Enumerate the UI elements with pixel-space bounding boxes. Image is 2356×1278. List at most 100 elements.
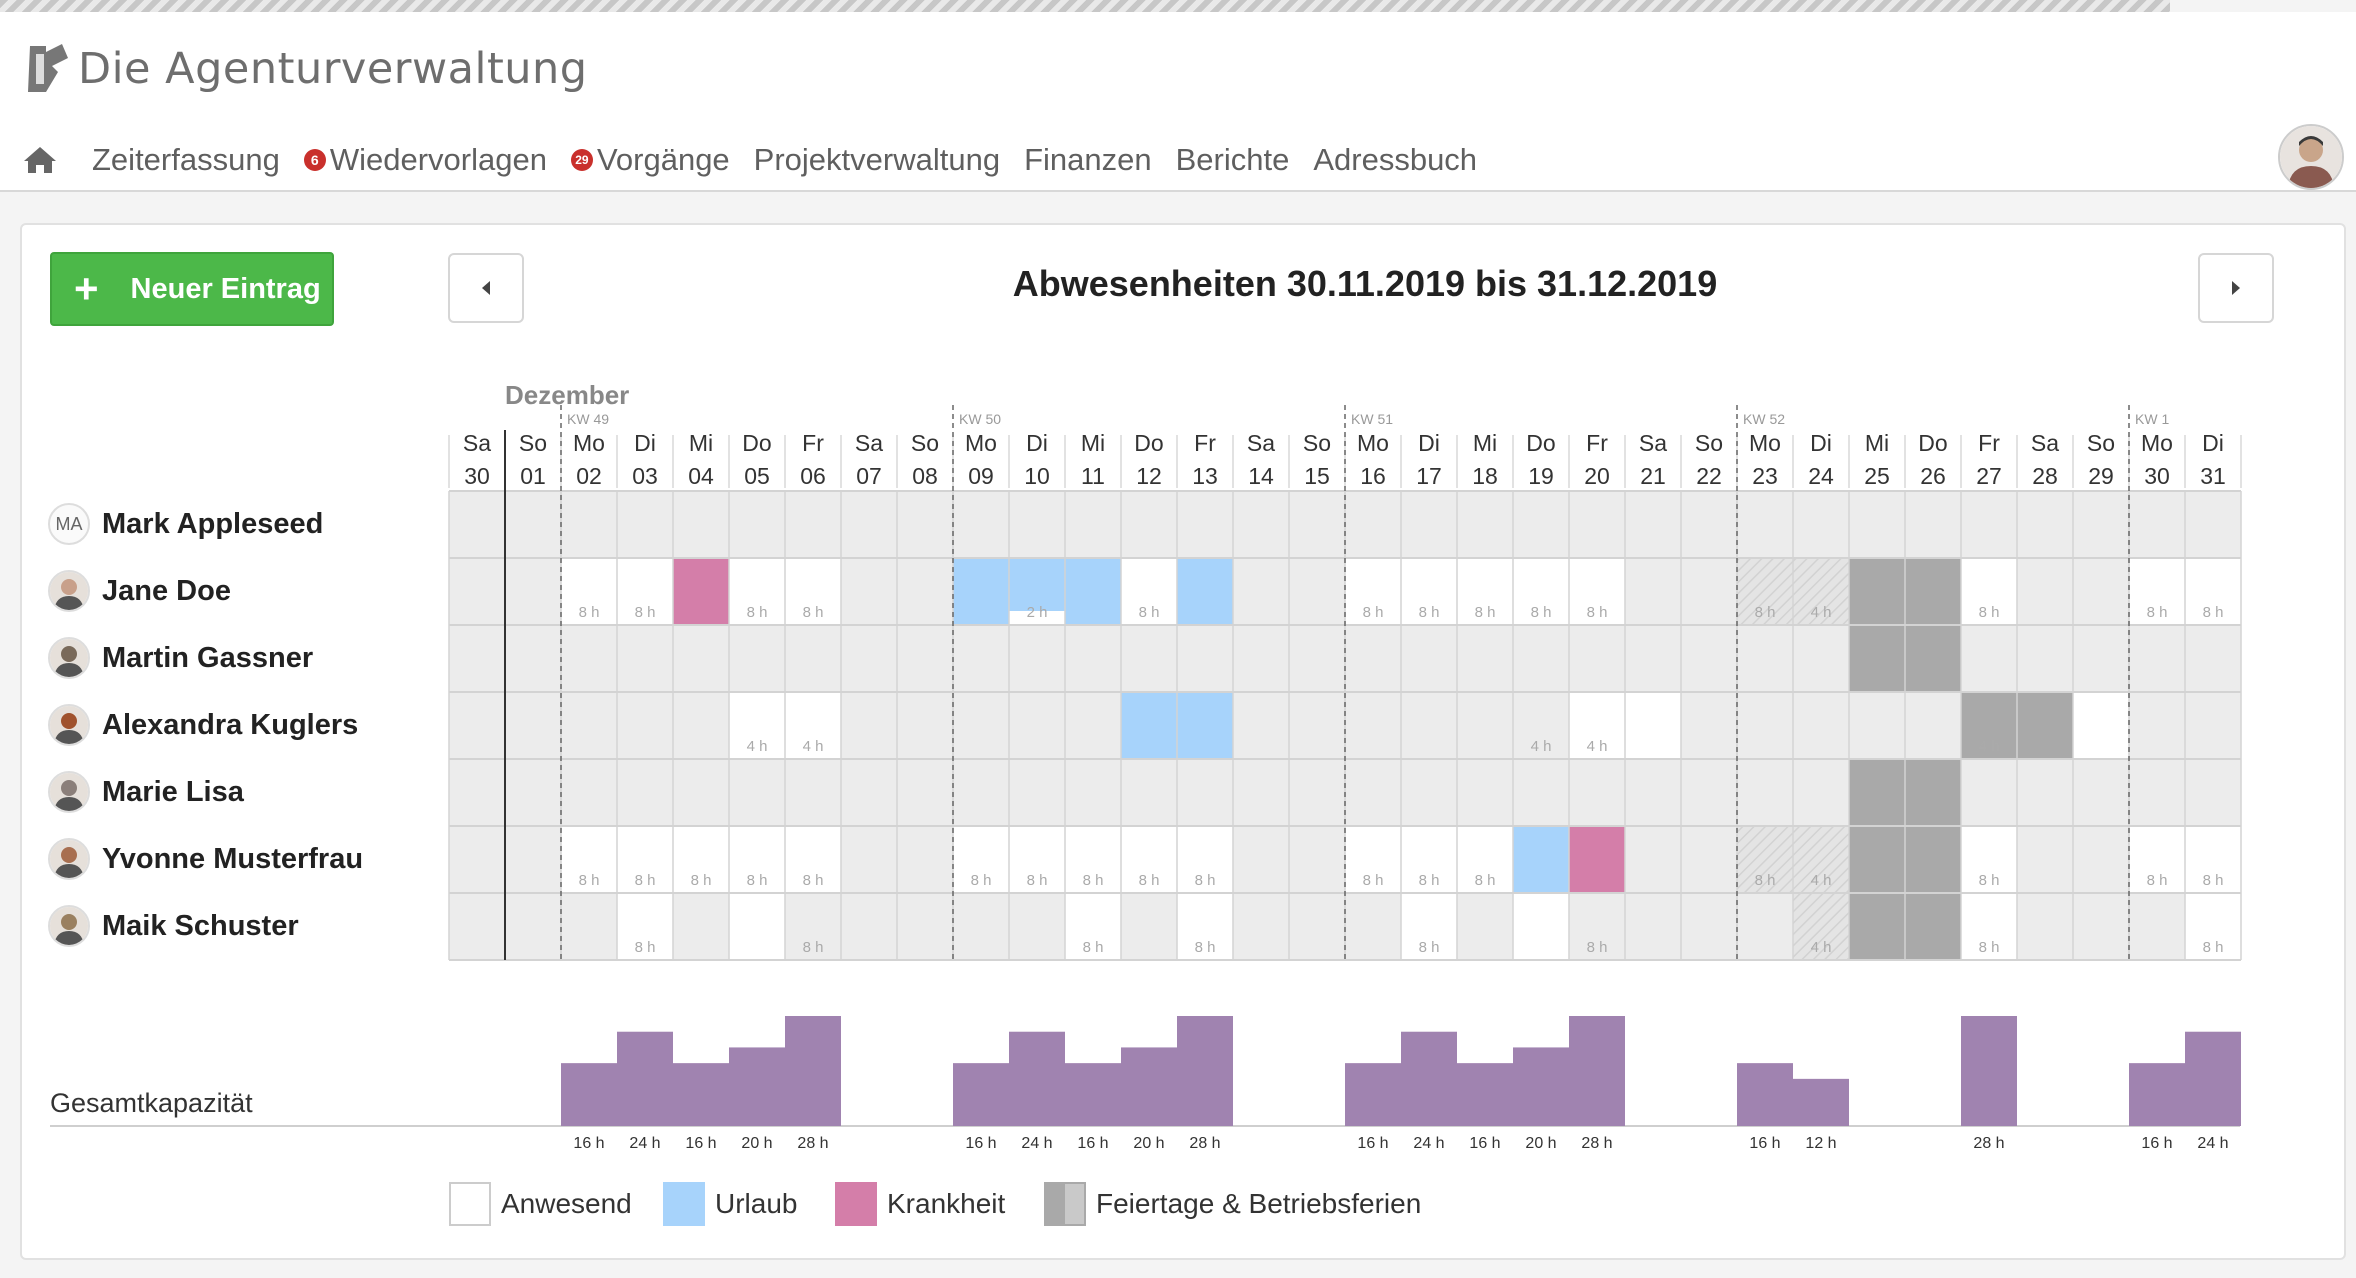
employee-row[interactable]: Alexandra Kuglers bbox=[48, 700, 358, 750]
hours-label: 4 h bbox=[1979, 738, 2000, 755]
day-cell bbox=[1401, 826, 1457, 893]
day-cell bbox=[2185, 759, 2241, 826]
hours-label: 4 h bbox=[747, 738, 768, 755]
nav-adressbuch[interactable]: Adressbuch bbox=[1313, 142, 1477, 178]
hours-label: 8 h bbox=[1363, 604, 1384, 621]
day-cell bbox=[2017, 558, 2073, 625]
employee-row[interactable]: Yvonne Musterfrau bbox=[48, 834, 363, 884]
nav-projektverwaltung[interactable]: Projektverwaltung bbox=[754, 142, 1000, 178]
day-cell bbox=[785, 625, 841, 692]
capacity-value-label: 12 h bbox=[1805, 1135, 1836, 1152]
day-cell bbox=[1625, 625, 1681, 692]
day-cell bbox=[673, 826, 729, 893]
capacity-bar bbox=[953, 1063, 1009, 1126]
legend-item: Feiertage & Betriebsferien bbox=[1044, 1182, 1421, 1226]
capacity-value-label: 28 h bbox=[1581, 1135, 1612, 1152]
employee-name: Maik Schuster bbox=[102, 909, 299, 942]
hours-label: 8 h bbox=[747, 872, 768, 889]
employee-row[interactable]: Martin Gassner bbox=[48, 633, 313, 683]
day-cell bbox=[841, 558, 897, 625]
day-cell bbox=[1177, 826, 1233, 893]
capacity-value-label: 28 h bbox=[1189, 1135, 1220, 1152]
day-cell bbox=[1849, 826, 1905, 893]
hours-label: 8 h bbox=[1475, 872, 1496, 889]
day-name: Mo bbox=[965, 430, 997, 456]
day-cell bbox=[953, 625, 1009, 692]
day-cell bbox=[1177, 893, 1233, 960]
day-cell bbox=[1793, 826, 1849, 893]
employee-row[interactable]: Maik Schuster bbox=[48, 901, 299, 951]
nav-zeiterfassung[interactable]: Zeiterfassung bbox=[92, 142, 280, 178]
legend-item: Anwesend bbox=[449, 1182, 632, 1226]
day-cell bbox=[617, 625, 673, 692]
day-name: Di bbox=[634, 430, 656, 456]
day-cell bbox=[1289, 893, 1345, 960]
employee-row[interactable]: MA Mark Appleseed bbox=[48, 499, 323, 549]
day-cell bbox=[953, 692, 1009, 759]
day-cell bbox=[1961, 692, 2017, 759]
capacity-bar bbox=[2185, 1031, 2241, 1126]
day-cell bbox=[1233, 759, 1289, 826]
employee-name: Yvonne Musterfrau bbox=[102, 842, 364, 875]
day-name: So bbox=[518, 430, 548, 456]
logo-text: Die Agenturverwaltung bbox=[78, 44, 588, 94]
day-cell bbox=[1849, 692, 1905, 759]
day-cell bbox=[1233, 826, 1289, 893]
next-period-button[interactable] bbox=[2198, 253, 2274, 323]
employee-row[interactable]: Jane Doe bbox=[48, 566, 231, 616]
nav-wiedervorlagen[interactable]: 6 Wiedervorlagen bbox=[303, 142, 547, 178]
day-number: 20 bbox=[1584, 463, 1610, 489]
day-cell bbox=[729, 558, 785, 625]
day-cell bbox=[505, 692, 561, 759]
day-cell bbox=[1737, 491, 1793, 558]
day-cell bbox=[1345, 625, 1401, 692]
capacity-bar bbox=[1793, 1078, 1849, 1126]
day-cell bbox=[1793, 692, 1849, 759]
legend-label: Krankheit bbox=[887, 1188, 1006, 1219]
hours-label: 4 h bbox=[1811, 872, 1832, 889]
hours-label: 8 h bbox=[635, 604, 656, 621]
new-entry-label: Neuer Eintrag bbox=[130, 272, 321, 305]
legend-label: Anwesend bbox=[501, 1188, 632, 1219]
day-cell bbox=[2017, 491, 2073, 558]
day-cell bbox=[1681, 692, 1737, 759]
nav-berichte[interactable]: Berichte bbox=[1176, 142, 1290, 178]
day-cell bbox=[729, 692, 785, 759]
capacity-bar bbox=[1961, 1016, 2017, 1126]
wiedervorlagen-count-badge: 6 bbox=[303, 149, 326, 171]
employee-row[interactable]: Marie Lisa bbox=[48, 767, 244, 817]
avatar bbox=[48, 704, 90, 746]
prev-period-button[interactable] bbox=[448, 253, 524, 323]
new-entry-button[interactable]: + Neuer Eintrag bbox=[50, 252, 334, 326]
day-cell bbox=[2073, 759, 2129, 826]
day-number: 19 bbox=[1528, 463, 1554, 489]
legend-label: Urlaub bbox=[715, 1188, 798, 1219]
day-cell bbox=[2017, 893, 2073, 960]
day-number: 16 bbox=[1360, 463, 1386, 489]
hours-label: 8 h bbox=[1979, 939, 2000, 956]
app-logo[interactable]: Die Agenturverwaltung bbox=[24, 34, 588, 104]
day-cell bbox=[1345, 558, 1401, 625]
capacity-value-label: 24 h bbox=[629, 1135, 660, 1152]
day-cell bbox=[617, 692, 673, 759]
day-number: 21 bbox=[1640, 463, 1666, 489]
day-cell bbox=[1625, 558, 1681, 625]
day-cell bbox=[1625, 893, 1681, 960]
partial-day-marker bbox=[1009, 611, 1065, 625]
hours-label: 8 h bbox=[803, 939, 824, 956]
day-cell bbox=[2185, 692, 2241, 759]
user-avatar[interactable] bbox=[2278, 124, 2344, 190]
day-cell bbox=[2129, 491, 2185, 558]
home-icon[interactable] bbox=[22, 145, 58, 175]
capacity-bar bbox=[1177, 1016, 1233, 1126]
day-cell bbox=[1569, 759, 1625, 826]
day-name: Di bbox=[2202, 430, 2224, 456]
day-cell bbox=[561, 826, 617, 893]
day-cell bbox=[1401, 759, 1457, 826]
nav-finanzen[interactable]: Finanzen bbox=[1024, 142, 1152, 178]
hours-label: 4 h bbox=[1587, 738, 1608, 755]
day-name: Do bbox=[1918, 430, 1948, 456]
capacity-value-label: 16 h bbox=[1077, 1135, 1108, 1152]
hours-label: 8 h bbox=[1755, 872, 1776, 889]
nav-vorgaenge[interactable]: 29 Vorgänge bbox=[570, 142, 730, 178]
